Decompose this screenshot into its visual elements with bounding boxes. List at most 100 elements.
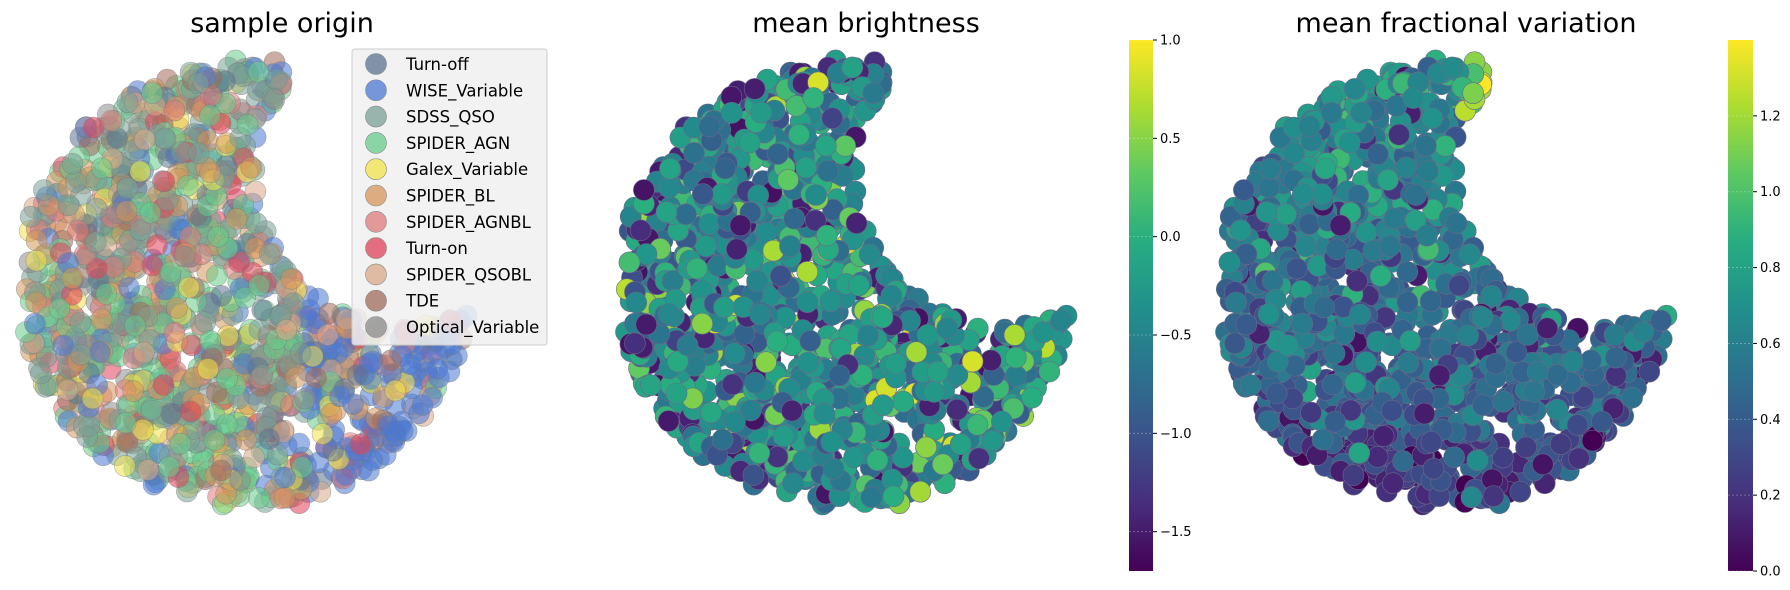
scatter-point	[695, 235, 717, 257]
scatter-point	[52, 334, 75, 357]
scatter-point	[1218, 251, 1241, 274]
legend-label: SDSS_QSO	[406, 108, 495, 128]
scatter-point	[841, 56, 864, 79]
panel-sample-origin: sample origin Turn-off WISE_Variable SDSS_…	[15, 8, 548, 516]
scatter-point	[1004, 346, 1027, 369]
scatter-point	[1480, 284, 1503, 307]
scatter-point	[173, 245, 196, 268]
scatter-point	[1298, 115, 1321, 138]
legend-marker	[365, 53, 387, 75]
scatter-point	[1561, 350, 1584, 373]
scatter-point	[1382, 472, 1404, 495]
scatter-point	[802, 87, 825, 109]
colorbar-gradient	[1129, 40, 1153, 571]
scatter-point	[349, 433, 372, 456]
scatter-point	[796, 261, 819, 283]
scatter-point	[61, 267, 84, 290]
scatter-point	[258, 428, 280, 450]
scatter-point	[95, 283, 118, 305]
scatter-point	[781, 399, 803, 422]
scatter-point	[19, 205, 42, 228]
scatter-point	[210, 285, 232, 307]
scatter-point	[721, 373, 744, 396]
legend-label: TDE	[405, 292, 439, 311]
scatter-point	[320, 402, 343, 425]
scatter-point	[24, 312, 46, 335]
scatter-point	[1344, 371, 1367, 394]
panel-mean-fractional-variation: mean fractional variation 1.2 1.0 0.8 0.6 0.…	[1215, 8, 1781, 580]
scatter-point	[384, 379, 407, 402]
scatter-point	[1485, 352, 1507, 375]
scatter-point	[742, 464, 765, 486]
scatter-point	[285, 366, 307, 389]
scatter-point	[691, 183, 714, 205]
scatter-point	[133, 341, 155, 364]
scatter-point	[1549, 433, 1572, 456]
scatter-point	[779, 235, 801, 257]
scatter-point	[1239, 374, 1262, 397]
scatter-point	[1005, 365, 1027, 387]
scatter-point	[1396, 291, 1419, 313]
scatter-point	[1259, 157, 1281, 180]
panel-title: mean fractional variation	[1296, 8, 1637, 39]
scatter-point	[245, 212, 268, 234]
scatter-point	[1326, 238, 1348, 261]
scatter-point	[658, 176, 680, 199]
scatter-point	[1286, 257, 1308, 280]
scatter-point	[115, 200, 138, 222]
scatter-point	[294, 387, 316, 410]
scatter-point	[1310, 183, 1333, 205]
scatter-point	[1265, 382, 1288, 405]
scatter-point	[153, 127, 176, 150]
scatter-point	[936, 317, 959, 340]
scatter-point	[1419, 290, 1442, 313]
scatter-point	[438, 360, 461, 383]
scatter-point	[698, 213, 721, 235]
scatter-point	[1257, 410, 1280, 432]
scatter-point	[659, 157, 681, 180]
scatter-point	[1458, 243, 1481, 266]
scatter-point	[160, 402, 182, 425]
scatter-point	[946, 398, 969, 421]
scatter-point	[57, 194, 80, 216]
scatter-point	[1381, 399, 1403, 422]
panel-mean-brightness: mean brightness 1.0 0.5 0.0 −0.5 −1.0 −1.5	[615, 8, 1192, 571]
scatter-point	[305, 367, 327, 389]
scatter-point	[225, 208, 248, 230]
scatter-point	[845, 212, 868, 234]
scatter-point	[207, 225, 229, 248]
scatter-point	[1462, 82, 1484, 104]
scatter-point	[749, 303, 771, 326]
scatter-point	[899, 309, 921, 332]
scatter-point	[1471, 306, 1494, 329]
scatter-point	[796, 291, 819, 313]
scatter-point	[1396, 261, 1419, 283]
scatter-point	[961, 350, 984, 373]
scatter-point	[141, 254, 164, 277]
scatter-point	[1372, 425, 1395, 447]
colorbar-tick-label: 0.0	[1160, 230, 1181, 245]
scatter-point	[625, 291, 648, 314]
scatter-point	[834, 135, 857, 157]
scatter-point	[181, 334, 203, 357]
scatter-point	[169, 432, 192, 455]
scatter-point	[163, 321, 186, 344]
legend-label: SPIDER_QSOBL	[406, 265, 532, 285]
legend-label: SPIDER_AGN	[406, 134, 510, 154]
scatter-point	[76, 426, 99, 448]
scatter-point	[187, 72, 210, 95]
legend-marker	[365, 105, 387, 128]
scatter-point	[882, 485, 905, 508]
scatter-point	[316, 324, 339, 346]
scatter-point	[857, 324, 879, 347]
scatter-point	[949, 433, 972, 456]
scatter-point	[265, 68, 288, 91]
scatter-point	[772, 425, 795, 447]
scatter-point	[676, 334, 699, 357]
legend-label: SPIDER_AGNBL	[406, 213, 532, 233]
legend-label: WISE_Variable	[406, 81, 523, 101]
scatter-point	[714, 157, 737, 180]
scatter-point	[1466, 449, 1489, 472]
scatter-point	[1509, 480, 1532, 503]
scatter-point	[1377, 169, 1399, 191]
